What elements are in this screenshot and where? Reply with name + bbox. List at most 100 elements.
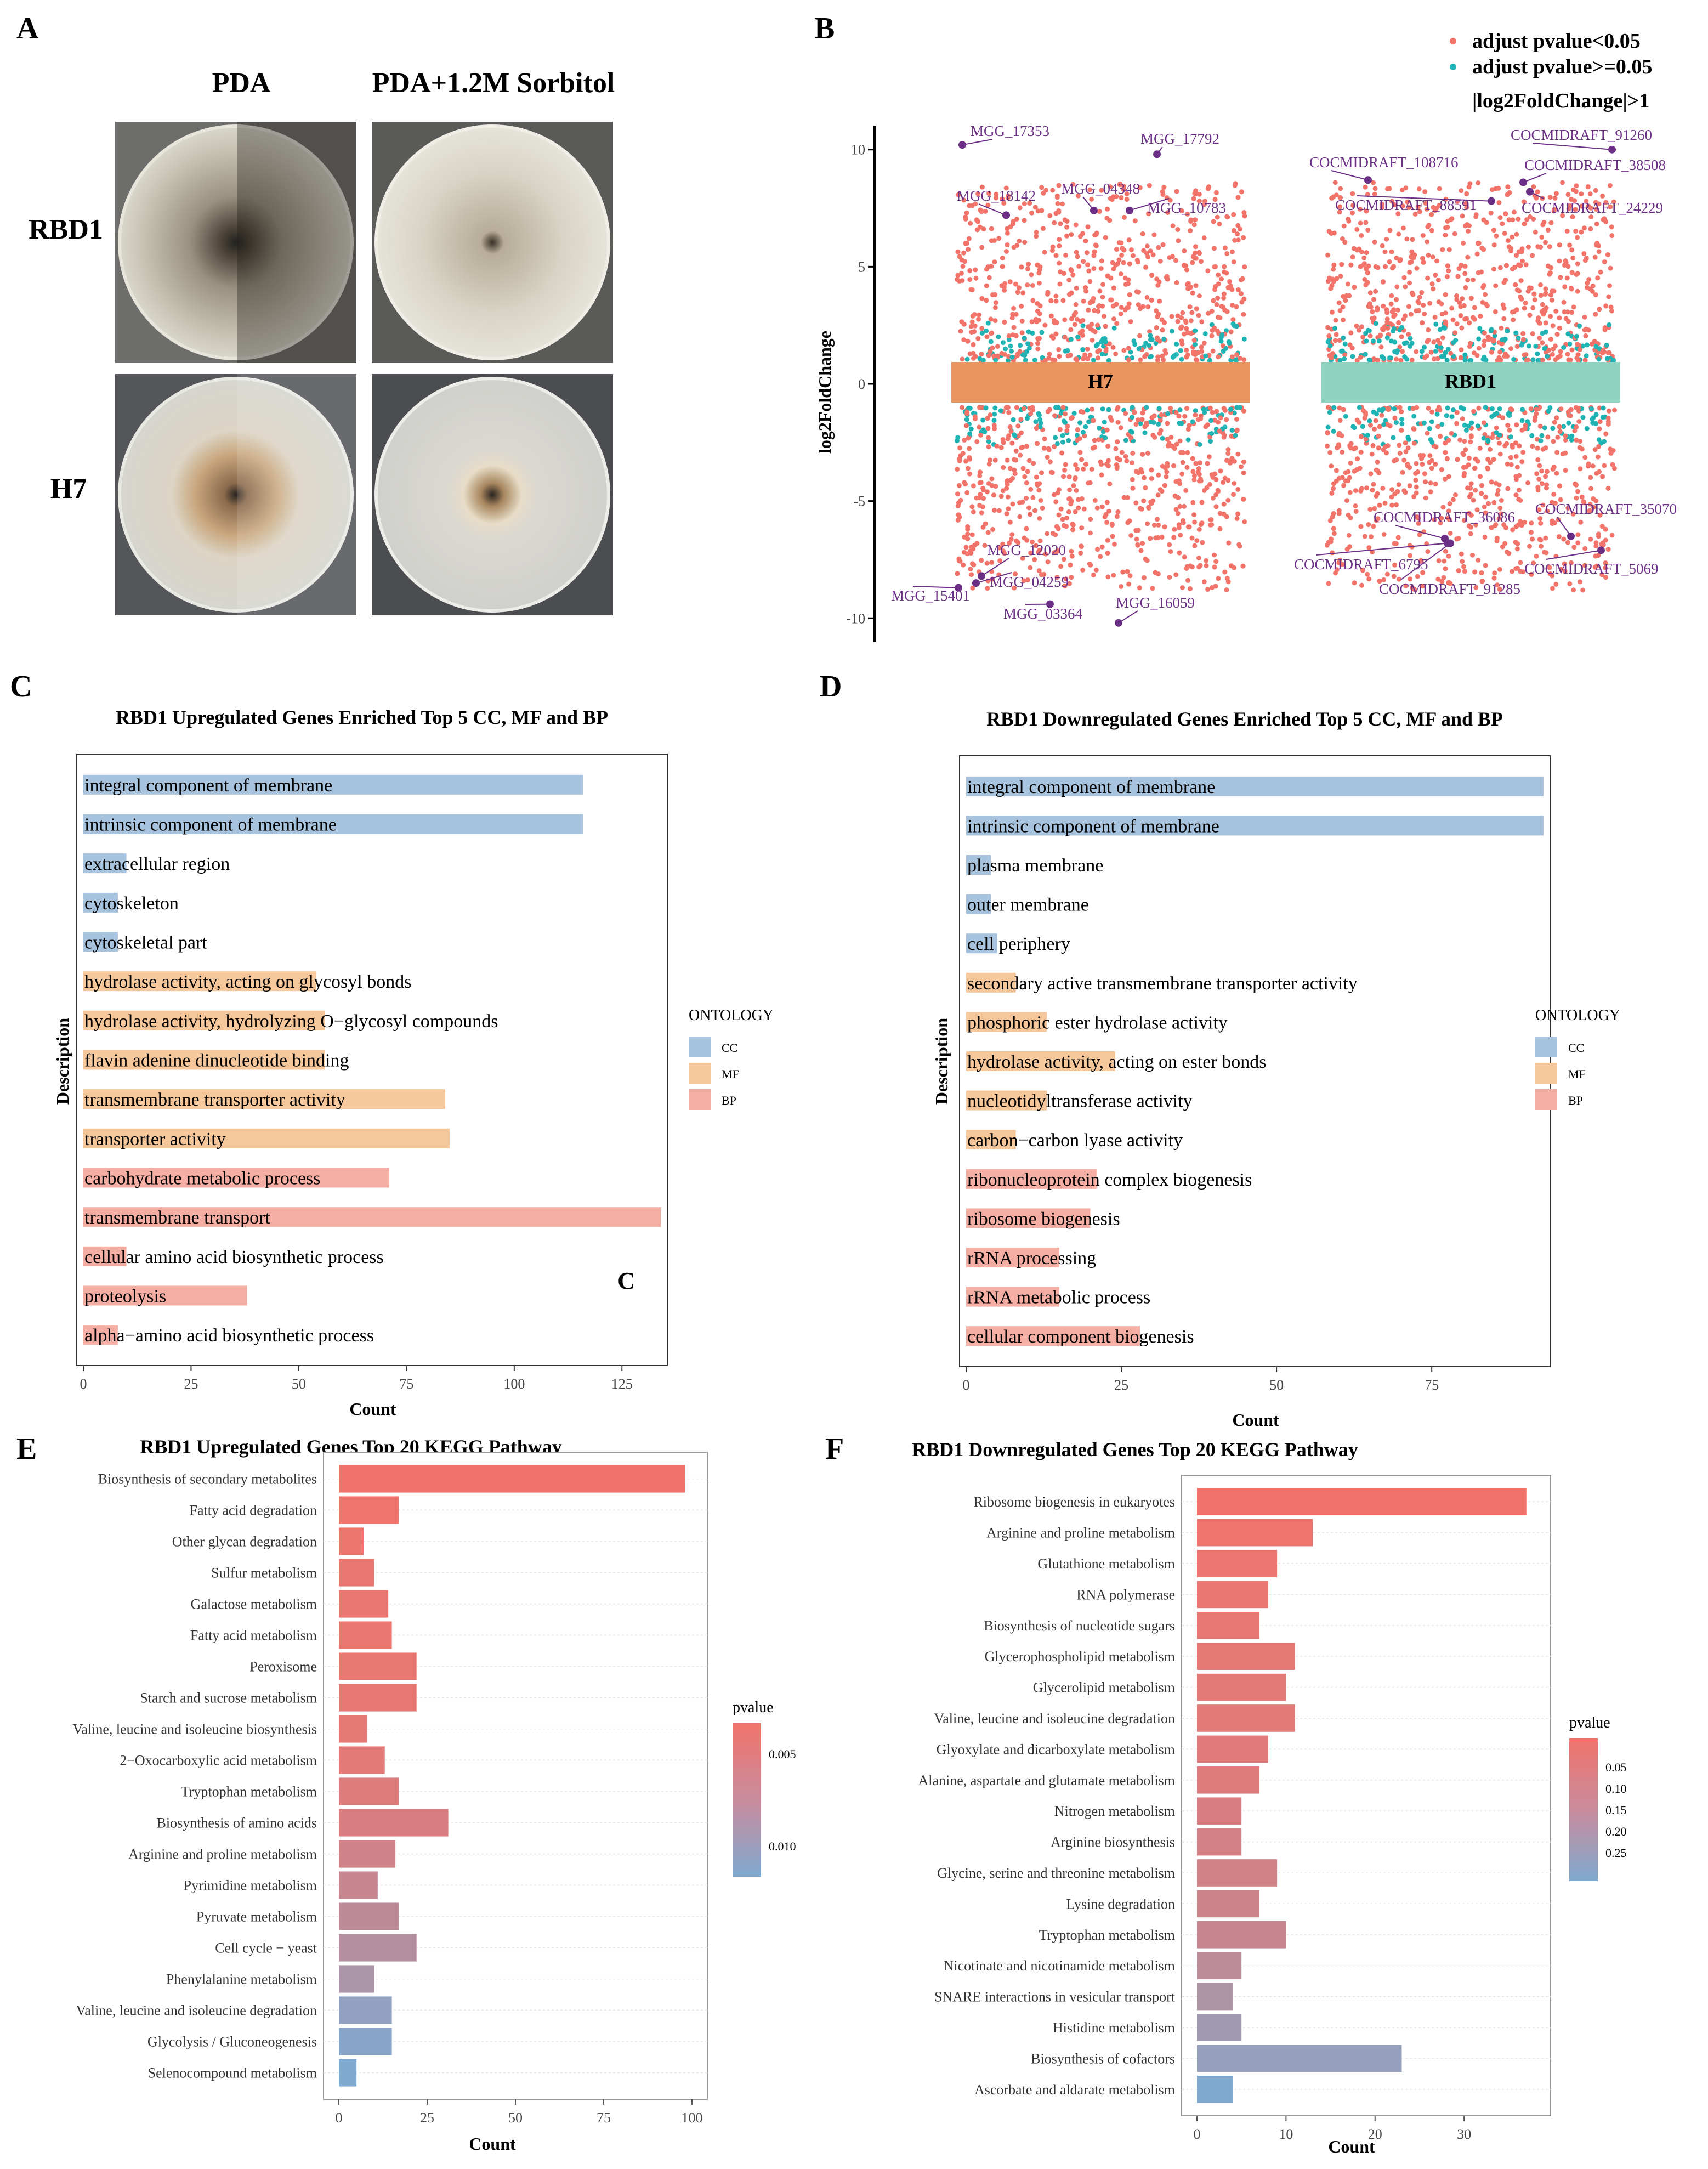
scatter-point [979, 184, 985, 190]
scatter-point [1359, 233, 1364, 238]
scatter-point [1111, 266, 1116, 271]
scatter-point [1428, 437, 1433, 442]
bar-label-cellular-amino-acid-biosynthetic-process: cellular amino acid biosynthetic process [84, 1247, 384, 1267]
scatter-point [1340, 304, 1346, 310]
scatter-point [1207, 405, 1213, 411]
scatter-point [1338, 186, 1343, 191]
scatter-point [1408, 260, 1412, 265]
scatter-point [1068, 337, 1074, 342]
scatter-point [1007, 279, 1013, 285]
scatter-point [1553, 309, 1559, 314]
scatter-point [1580, 343, 1586, 349]
scatter-point [1124, 196, 1130, 202]
scatter-point [1389, 265, 1395, 271]
x-tick-label: 50 [508, 2110, 523, 2126]
bar-label-rrna-processing: rRNA processing [967, 1248, 1096, 1268]
scatter-point [1342, 352, 1348, 358]
scatter-point [1035, 481, 1040, 486]
gene-leader-cocmidraft-24229 [1529, 191, 1544, 199]
scatter-point [1104, 427, 1110, 433]
scatter-point [1241, 336, 1247, 342]
scatter-point [1391, 307, 1397, 313]
scatter-point [961, 197, 967, 203]
scatter-point [1578, 579, 1582, 585]
kegg-label-valine-leucine-and-isoleucine-degradation: Valine, leucine and isoleucine degradati… [934, 1711, 1175, 1726]
scatter-point [1214, 409, 1219, 414]
scatter-point [1435, 424, 1440, 429]
scatter-point [1445, 274, 1450, 279]
scatter-point [1085, 224, 1091, 230]
scatter-point [1073, 509, 1078, 514]
scatter-point [1428, 480, 1433, 486]
scatter-point [1240, 276, 1245, 281]
scatter-point [976, 316, 981, 322]
kegg-bar-histidine-metabolism [1197, 2014, 1242, 2041]
bar-transporter-activity [83, 1128, 450, 1148]
scatter-point [1230, 302, 1235, 308]
scatter-point [1548, 265, 1553, 270]
scatter-point [1537, 463, 1542, 468]
scatter-point [1233, 181, 1238, 186]
scatter-point [1550, 426, 1556, 431]
scatter-point [1146, 505, 1151, 510]
scatter-point [1502, 231, 1507, 236]
kegg-bar-biosynthesis-of-cofactors [1197, 2045, 1402, 2072]
scatter-point [1198, 413, 1204, 418]
kegg-bar-selenocompound-metabolism [339, 2059, 357, 2087]
scatter-point [1602, 325, 1608, 330]
scatter-point [1370, 443, 1376, 448]
scatter-point [1331, 262, 1337, 268]
scatter-point [1574, 183, 1579, 189]
scatter-point [1596, 249, 1602, 254]
scatter-point [955, 571, 960, 576]
scatter-point [1475, 423, 1480, 429]
scatter-point [1609, 233, 1615, 239]
scatter-point [1564, 275, 1570, 281]
gene-leader-mgg-04259 [975, 572, 1012, 584]
scatter-point [1582, 546, 1588, 551]
scatter-point [1469, 420, 1474, 426]
scatter-point [1539, 235, 1545, 240]
scatter-point [1193, 283, 1199, 288]
scatter-point [1183, 263, 1189, 269]
legend-sig-dot [1450, 38, 1456, 44]
bar-rrna-processing [966, 1248, 1059, 1267]
scatter-point [979, 352, 984, 357]
scatter-point [1461, 518, 1467, 523]
scatter-point [1175, 313, 1181, 319]
scatter-point [973, 275, 979, 281]
scatter-point [1196, 417, 1201, 422]
scatter-point [1170, 223, 1176, 229]
scatter-point [1217, 526, 1223, 531]
scatter-point [1179, 208, 1184, 213]
scatter-point [1405, 462, 1410, 467]
scatter-point [1578, 439, 1583, 444]
kegg-bar-tryptophan-metabolism [1197, 1921, 1286, 1949]
scatter-point [1540, 331, 1545, 336]
scatter-point [1436, 558, 1442, 563]
scatter-point [1074, 285, 1079, 291]
scatter-point [1443, 321, 1448, 326]
scatter-point [1032, 508, 1038, 513]
scatter-point [1331, 230, 1337, 236]
pvalue-tick-0-010: 0.010 [769, 1839, 796, 1853]
scatter-point [1543, 240, 1548, 245]
scatter-point [1430, 254, 1435, 260]
scatter-point [1224, 587, 1229, 593]
scatter-point [1587, 501, 1593, 507]
scatter-point [1179, 421, 1184, 426]
scatter-point [1086, 324, 1091, 330]
scatter-point [1513, 474, 1519, 479]
scatter-point [1018, 417, 1024, 422]
scatter-point [1409, 585, 1415, 590]
scatter-point [1341, 483, 1346, 488]
scatter-point [1514, 344, 1520, 349]
scatter-point [1331, 429, 1336, 434]
scatter-point [1420, 233, 1426, 238]
scatter-point [1193, 461, 1199, 466]
scatter-point [1600, 415, 1605, 420]
scatter-point [1571, 587, 1576, 593]
scatter-point [1020, 466, 1026, 471]
scatter-point [1009, 348, 1014, 354]
scatter-point [1391, 329, 1395, 334]
